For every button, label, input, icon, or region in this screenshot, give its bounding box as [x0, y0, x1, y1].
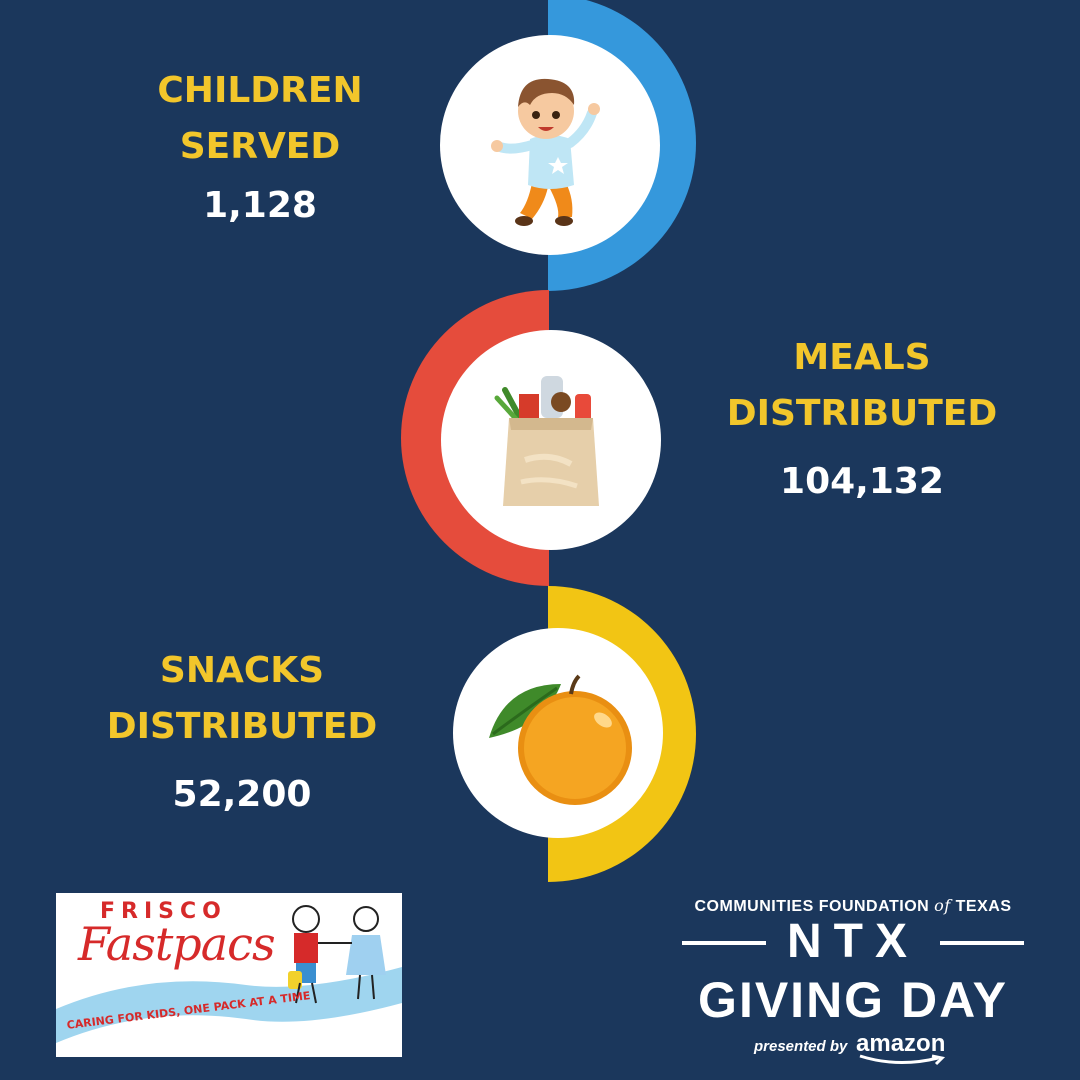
meals-distributed-label: MEALS DISTRIBUTED — [726, 337, 998, 434]
amazon-wordmark: amazon — [856, 1030, 946, 1057]
meals-icon-disc — [441, 330, 661, 550]
orange-icon — [489, 674, 632, 805]
frisco-fastpacs-logo: FRISCO Fastpacs CARING FOR KIDS, ONE PAC… — [56, 893, 402, 1057]
meals-distributed-value: 104,132 — [780, 461, 944, 502]
children-served-value: 1,128 — [203, 185, 317, 226]
children-icon-disc — [440, 35, 660, 255]
grocery-bag-icon — [494, 376, 599, 506]
ntx-title: NTX — [787, 915, 919, 968]
sponsor-org-name: COMMUNITIES FOUNDATION of TEXAS — [694, 896, 1012, 915]
logo-frisco-text: FRISCO — [100, 899, 227, 924]
snacks-distributed-label: SNACKS DISTRIBUTED — [106, 650, 378, 747]
amazon-smile-icon — [859, 1054, 946, 1066]
ntx-giving-day-logo: COMMUNITIES FOUNDATION of TEXAS NTX GIVI… — [668, 896, 1038, 1066]
snacks-distributed-value: 52,200 — [172, 774, 312, 815]
ntx-left-rule — [682, 941, 766, 945]
presented-by-text: presented by — [754, 1038, 848, 1055]
logo-artwork — [56, 905, 402, 1043]
giving-day-title: GIVING DAY — [698, 972, 1008, 1028]
ntx-right-rule — [940, 941, 1024, 945]
logo-fastpacs-text: Fastpacs — [78, 917, 276, 971]
jumping-child-icon — [491, 78, 600, 226]
children-served-label: CHILDREN SERVED — [157, 70, 363, 167]
snacks-icon-disc — [453, 628, 663, 838]
